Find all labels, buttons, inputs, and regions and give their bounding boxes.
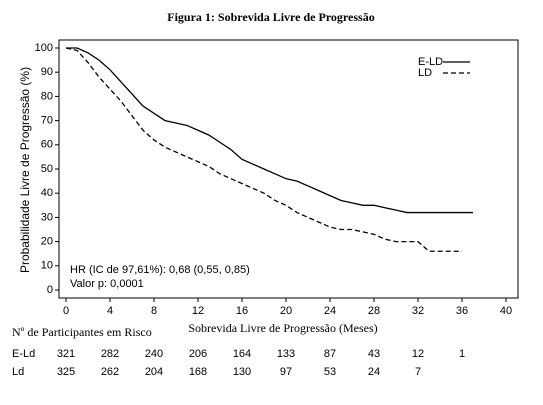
x-tick-label: 20 [280, 305, 292, 317]
legend-label: E-LD [418, 56, 443, 68]
y-tick-label: 100 [35, 42, 53, 54]
x-axis-label: Sobrevida Livre de Progressão (Meses) [188, 321, 377, 335]
x-tick-label: 4 [107, 305, 113, 317]
risk-count: 262 [101, 366, 119, 378]
risk-count: 130 [233, 366, 251, 378]
legend-label: LD [418, 67, 432, 79]
x-tick-label: 8 [151, 305, 157, 317]
x-tick-label: 12 [192, 305, 204, 317]
y-tick-label: 90 [41, 66, 53, 78]
y-tick-label: 60 [41, 139, 53, 151]
x-tick-label: 40 [500, 305, 512, 317]
x-tick-label: 24 [324, 305, 336, 317]
risk-row-label: E-Ld [12, 348, 35, 360]
risk-count: 204 [145, 366, 163, 378]
y-tick-label: 30 [41, 211, 53, 223]
plot-frame [58, 39, 519, 299]
y-tick-label: 40 [41, 187, 53, 199]
y-tick-label: 70 [41, 115, 53, 127]
x-tick-label: 32 [412, 305, 424, 317]
x-tick-label: 36 [456, 305, 468, 317]
risk-table-title: Nº de Participantes em Risco [12, 325, 152, 339]
y-axis-label: Probabilidade Livre de Progressão (%) [18, 67, 32, 273]
risk-count: 282 [101, 348, 119, 360]
risk-count: 206 [189, 348, 207, 360]
x-tick-label: 28 [368, 305, 380, 317]
risk-count: 321 [57, 348, 75, 360]
y-tick-label: 0 [47, 284, 53, 296]
risk-row-label: Ld [12, 366, 24, 378]
risk-count: 87 [324, 348, 336, 360]
risk-count: 168 [189, 366, 207, 378]
risk-count: 12 [412, 348, 424, 360]
y-tick-label: 80 [41, 90, 53, 102]
km-curve [65, 47, 462, 252]
risk-count: 133 [277, 348, 295, 360]
x-tick-label: 16 [236, 305, 248, 317]
risk-count: 164 [233, 348, 251, 360]
y-tick-label: 20 [41, 236, 53, 248]
annotation: HR (IC de 97,61%): 0,68 (0,55, 0,85) [70, 264, 250, 276]
risk-count: 43 [368, 348, 380, 360]
risk-count: 240 [145, 348, 163, 360]
chart-title: Figura 1: Sobrevida Livre de Progressão [167, 10, 374, 24]
y-tick-label: 10 [41, 260, 53, 272]
risk-count: 53 [324, 366, 336, 378]
annotation: Valor p: 0,0001 [70, 278, 144, 290]
risk-count: 325 [57, 366, 75, 378]
risk-count: 7 [415, 366, 421, 378]
y-tick-label: 50 [41, 163, 53, 175]
km-curve [66, 47, 473, 214]
x-tick-label: 0 [63, 305, 69, 317]
risk-count: 24 [368, 366, 380, 378]
risk-count: 97 [280, 366, 292, 378]
risk-count: 1 [459, 348, 465, 360]
